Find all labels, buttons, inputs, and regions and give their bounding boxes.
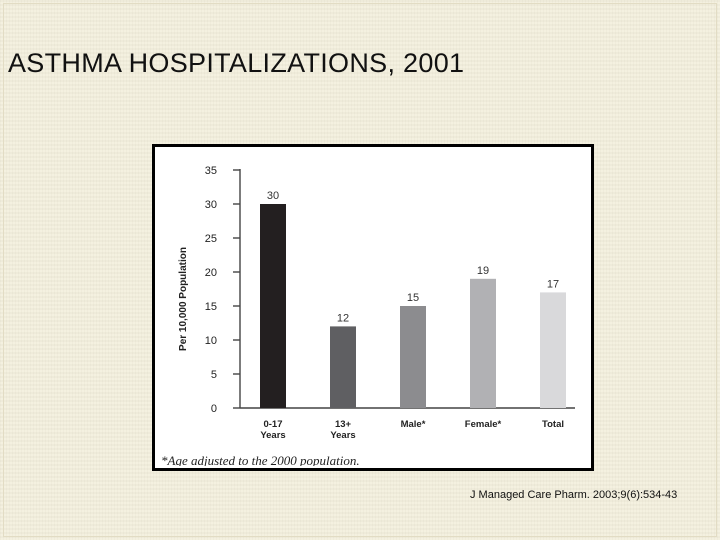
bar-value-label: 15	[407, 292, 419, 304]
bar-value-label: 12	[337, 312, 349, 324]
y-tick-label: 25	[205, 233, 217, 245]
x-tick-label: Male*	[401, 419, 426, 430]
bar-value-label: 30	[267, 190, 279, 202]
y-tick-label: 30	[205, 199, 217, 211]
value-labels: 30 12 15 19 17	[267, 190, 559, 324]
bar	[470, 278, 496, 408]
x-tick-label: Years	[330, 430, 355, 441]
y-tick-label: 10	[205, 335, 217, 347]
x-tick-label: 13+	[335, 419, 352, 430]
bar	[330, 326, 356, 408]
citation: J Managed Care Pharm. 2003;9(6):534-43	[470, 489, 678, 501]
y-tick-label: 0	[211, 403, 217, 415]
bar	[540, 292, 566, 408]
x-tick-label: 0-17	[263, 419, 282, 430]
chart-frame: 0 5 10 15 20 25 30 35 30 12 15 19 17 0-17 Years 13+ Ye…	[152, 144, 594, 471]
x-tick-label: Years	[260, 430, 285, 441]
y-tick-label: 20	[205, 267, 217, 279]
bar-value-label: 19	[477, 265, 489, 277]
slide-title: ASTHMA HOSPITALIZATIONS, 2001	[8, 48, 465, 78]
bar	[260, 204, 286, 408]
y-tick-label: 35	[205, 165, 217, 177]
x-tick-label: Female*	[465, 419, 502, 430]
bars	[260, 204, 566, 408]
bar-value-label: 17	[547, 278, 559, 290]
y-axis: 0 5 10 15 20 25 30 35	[205, 165, 241, 415]
chart-footnote: *Age adjusted to the 2000 population.	[161, 453, 360, 466]
y-tick-label: 5	[211, 369, 217, 381]
bar	[400, 306, 426, 408]
y-axis-title: Per 10,000 Population	[178, 247, 189, 351]
x-tick-label: Total	[542, 419, 564, 430]
y-tick-label: 15	[205, 301, 217, 313]
